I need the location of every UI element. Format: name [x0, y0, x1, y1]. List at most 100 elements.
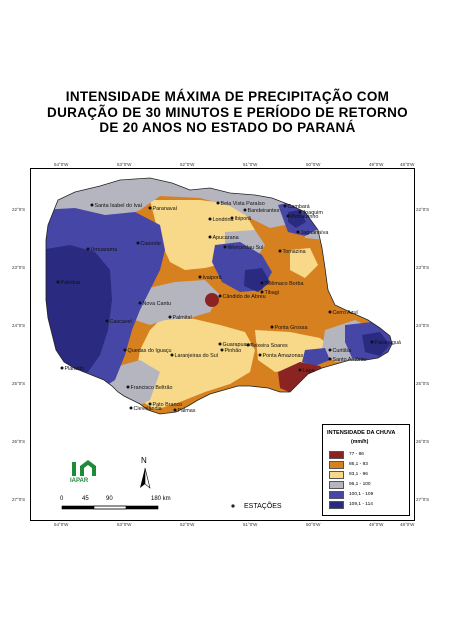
longitude-tick: 52°0'W: [180, 162, 195, 167]
longitude-tick: 50°0'W: [306, 162, 321, 167]
city-label: Wenceslau Sul: [228, 245, 264, 251]
latitude-tick: 26°0'S: [12, 439, 26, 444]
legend-label: 96,1 - 100: [349, 482, 371, 487]
city-stations: Santa Isabel do Ivaí Paranavaí Bela Vista …: [56, 201, 401, 414]
city-label: Paranavaí: [153, 206, 178, 212]
zone-109-114: [244, 268, 270, 292]
latitude-tick: 23°0'S: [12, 265, 26, 270]
station-marker: [216, 201, 220, 205]
scale-label-90: 90: [106, 496, 113, 502]
station-marker: [298, 210, 302, 214]
longitude-tick: 54°0'W: [54, 522, 69, 527]
city-label: Pinhão: [225, 348, 242, 354]
city-label: Pato Branco: [153, 402, 183, 408]
map-title: INTENSIDADE MÁXIMA DE PRECIPITAÇÃO COM D…: [0, 89, 455, 136]
latitude-tick: 26°0'S: [416, 439, 430, 444]
city-label: Pinhalzinho: [291, 214, 319, 220]
stations-label: ESTAÇÕES: [244, 503, 282, 510]
station-marker: [90, 203, 94, 207]
station-marker: [208, 235, 212, 239]
logo-text: IAPAR: [70, 478, 89, 484]
city-label: Planalto: [65, 366, 84, 372]
longitude-tick: 52°0'W: [180, 522, 195, 527]
station-marker: [328, 310, 332, 314]
station-marker: [258, 353, 262, 357]
legend-title: INTENSIDADE DA CHUVA: [327, 430, 396, 436]
city-label: Tibagi: [265, 290, 279, 296]
station-marker: [223, 245, 227, 249]
city-label: Santa Isabel do Ivaí: [95, 203, 143, 209]
station-marker: [328, 357, 332, 361]
zone-109-114: [362, 332, 390, 356]
city-label: Guarapuava: [223, 342, 253, 348]
station-marker: [105, 319, 109, 323]
city-label: Bandeirantes: [248, 208, 280, 214]
scale-label-45: 45: [82, 496, 89, 502]
zone-109-114: [46, 245, 112, 380]
station-marker: [243, 208, 247, 212]
legend-swatch: [329, 491, 344, 499]
latitude-tick: 27°0'S: [416, 497, 430, 502]
station-marker: [283, 204, 287, 208]
city-label: Santo Antônio: [333, 357, 367, 363]
latitude-tick: 24°0'S: [416, 323, 430, 328]
legend-swatch: [329, 501, 344, 509]
legend-swatch: [329, 471, 344, 479]
longitude-tick: 53°0'W: [117, 162, 132, 167]
station-marker: [298, 368, 302, 372]
scale-label-180: 180 km: [151, 496, 171, 502]
title-line-3: DE 20 ANOS NO ESTADO DO PARANÁ: [99, 120, 356, 135]
city-label: Cianorte: [141, 241, 161, 247]
city-label: Clevelândia: [134, 406, 162, 412]
city-label: Cascavel: [110, 319, 132, 325]
city-label: Ibiporã: [235, 216, 251, 222]
station-marker: [148, 402, 152, 406]
city-label: Laranjeiras do Sul: [175, 353, 218, 359]
longitude-tick: 48°0'W: [400, 522, 415, 527]
legend-label: 100,1 - 109: [349, 492, 374, 497]
legend-swatch: [329, 451, 344, 459]
longitude-tick: 51°0'W: [243, 162, 258, 167]
legend: INTENSIDADE DA CHUVA (mm/h) 77 - 86 86,1 …: [322, 424, 410, 516]
station-marker: [260, 281, 264, 285]
station-marker: [278, 249, 282, 253]
legend-label: 109,1 - 114: [349, 502, 373, 507]
zone-100-109: [302, 348, 330, 366]
city-label: Tomazina: [283, 249, 306, 255]
latitude-tick: 22°0'S: [416, 207, 430, 212]
iapar-logo: [72, 460, 96, 476]
city-label: Apucarana: [213, 235, 239, 241]
station-marker: [138, 301, 142, 305]
station-marker: [129, 406, 133, 410]
longitude-tick: 54°0'W: [54, 162, 69, 167]
station-marker-icon: [231, 504, 235, 508]
north-label: N: [141, 456, 147, 465]
station-marker: [126, 385, 130, 389]
city-label: Joaquim: [303, 210, 324, 216]
city-label: Nova Cantu: [143, 301, 171, 307]
city-label: Telêmaco Borba: [265, 281, 304, 287]
city-label: Londrina: [213, 217, 234, 223]
city-label: Ponta Amazonas: [263, 353, 304, 359]
station-marker: [218, 294, 222, 298]
longitude-tick: 49°0'W: [369, 522, 384, 527]
station-marker: [86, 247, 90, 251]
longitude-tick: 50°0'W: [306, 522, 321, 527]
station-marker: [220, 348, 224, 352]
city-label: Paranaguá: [375, 340, 401, 346]
scale-label-0: 0: [60, 496, 64, 502]
legend-label: 77 - 86: [349, 452, 364, 457]
latitude-tick: 27°0'S: [12, 497, 26, 502]
city-label: Umuarama: [91, 247, 118, 253]
zone-93-96: [290, 248, 318, 278]
station-marker: [270, 325, 274, 329]
city-label: Lapa: [303, 368, 315, 374]
station-marker: [170, 353, 174, 357]
station-marker: [218, 342, 222, 346]
station-marker: [230, 216, 234, 220]
legend-label: 93,1 - 96: [349, 472, 368, 477]
city-label: Curitiba: [333, 348, 352, 354]
latitude-tick: 22°0'S: [12, 207, 26, 212]
parana-border: [45, 177, 393, 415]
latitude-tick: 25°0'S: [416, 381, 430, 386]
